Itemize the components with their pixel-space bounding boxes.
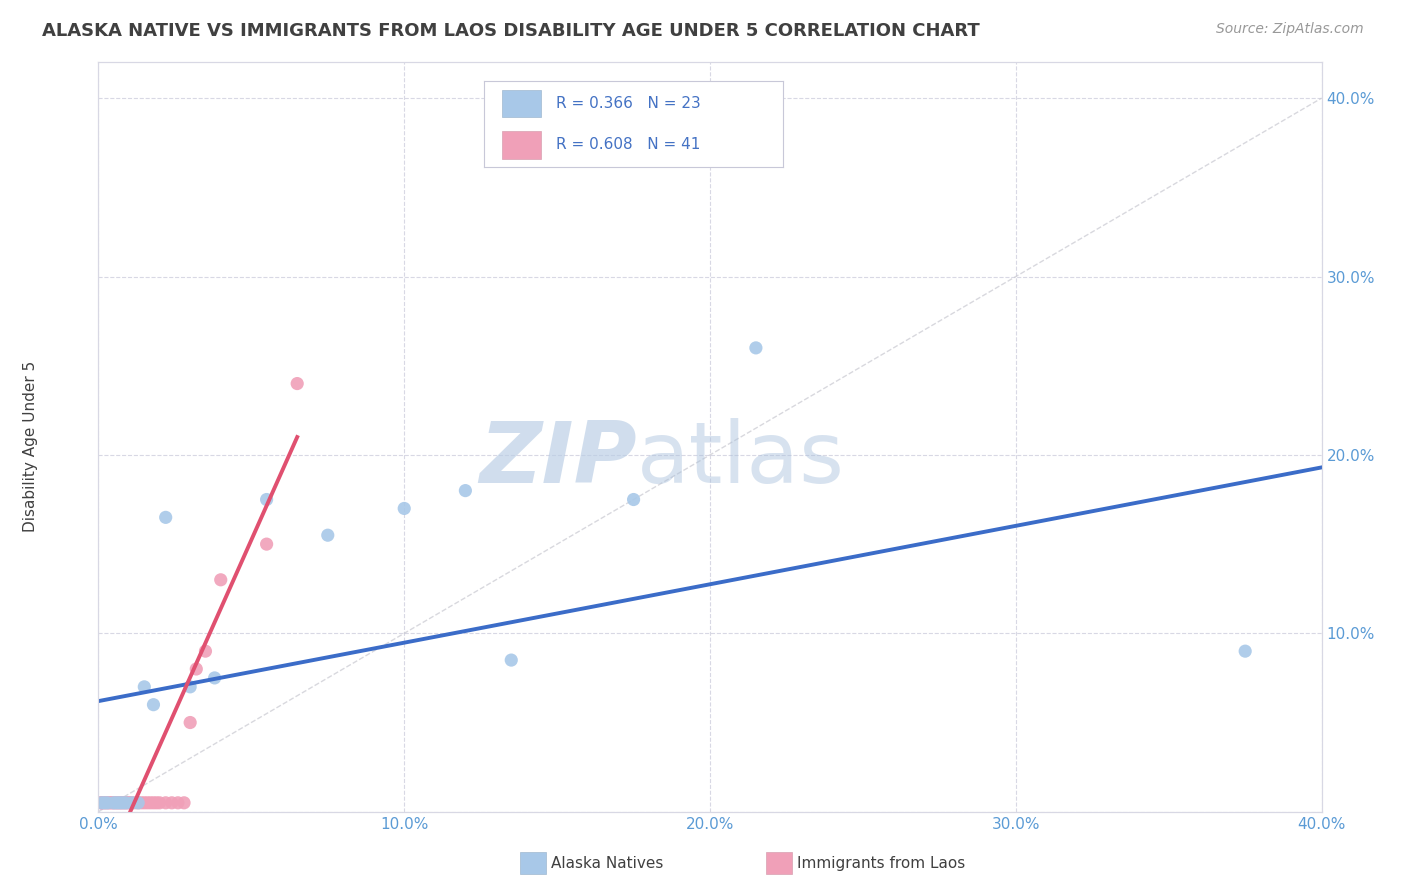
Point [100, 796, 122, 810]
Point [285, 376, 308, 391]
Point [745, 341, 768, 355]
Point [121, 796, 143, 810]
Point [105, 796, 128, 810]
Point [142, 698, 165, 712]
Point [97, 796, 120, 810]
Point [623, 492, 645, 507]
Point [105, 796, 128, 810]
Point [124, 796, 146, 810]
Text: Disability Age Under 5: Disability Age Under 5 [24, 360, 38, 532]
Point [209, 573, 232, 587]
Point [108, 796, 131, 810]
Text: Immigrants from Laos: Immigrants from Laos [797, 856, 966, 871]
Point [90, 796, 112, 810]
Point [134, 796, 156, 810]
Point [100, 796, 122, 810]
Point [145, 796, 167, 810]
Point [142, 796, 165, 810]
Point [105, 796, 128, 810]
Point [90, 796, 112, 810]
Point [173, 796, 195, 810]
Point [149, 796, 172, 810]
Point [392, 501, 416, 516]
Point [121, 796, 143, 810]
Point [155, 796, 177, 810]
Point [454, 483, 477, 498]
Point [179, 680, 201, 694]
Point [115, 796, 138, 810]
Point [160, 796, 183, 810]
Point [93, 796, 115, 810]
Point [103, 796, 125, 810]
Point [111, 796, 134, 810]
Point [93, 796, 115, 810]
Point [115, 796, 138, 810]
Point [204, 671, 226, 685]
Point [118, 796, 141, 810]
Point [90, 796, 112, 810]
Point [93, 796, 115, 810]
Point [501, 653, 523, 667]
Point [316, 528, 339, 542]
Point [127, 796, 149, 810]
Point [111, 796, 134, 810]
Point [134, 680, 156, 694]
Text: Source: ZipAtlas.com: Source: ZipAtlas.com [1216, 22, 1364, 37]
Point [179, 715, 201, 730]
Point [1234, 644, 1257, 658]
Point [111, 796, 134, 810]
Point [103, 796, 125, 810]
Point [136, 796, 159, 810]
Point [108, 796, 131, 810]
Point [103, 796, 125, 810]
Text: atlas: atlas [637, 418, 845, 501]
Point [127, 796, 149, 810]
Point [256, 492, 278, 507]
Point [167, 796, 190, 810]
Text: Alaska Natives: Alaska Natives [551, 856, 664, 871]
Text: ALASKA NATIVE VS IMMIGRANTS FROM LAOS DISABILITY AGE UNDER 5 CORRELATION CHART: ALASKA NATIVE VS IMMIGRANTS FROM LAOS DI… [42, 22, 980, 40]
Point [129, 796, 152, 810]
Point [118, 796, 141, 810]
Text: ZIP: ZIP [479, 418, 637, 501]
Point [186, 662, 208, 676]
Point [90, 796, 112, 810]
Point [139, 796, 162, 810]
Point [97, 796, 120, 810]
Point [194, 644, 217, 658]
Point [256, 537, 278, 551]
Point [155, 510, 177, 524]
Point [97, 796, 120, 810]
Point [108, 796, 131, 810]
Point [115, 796, 138, 810]
